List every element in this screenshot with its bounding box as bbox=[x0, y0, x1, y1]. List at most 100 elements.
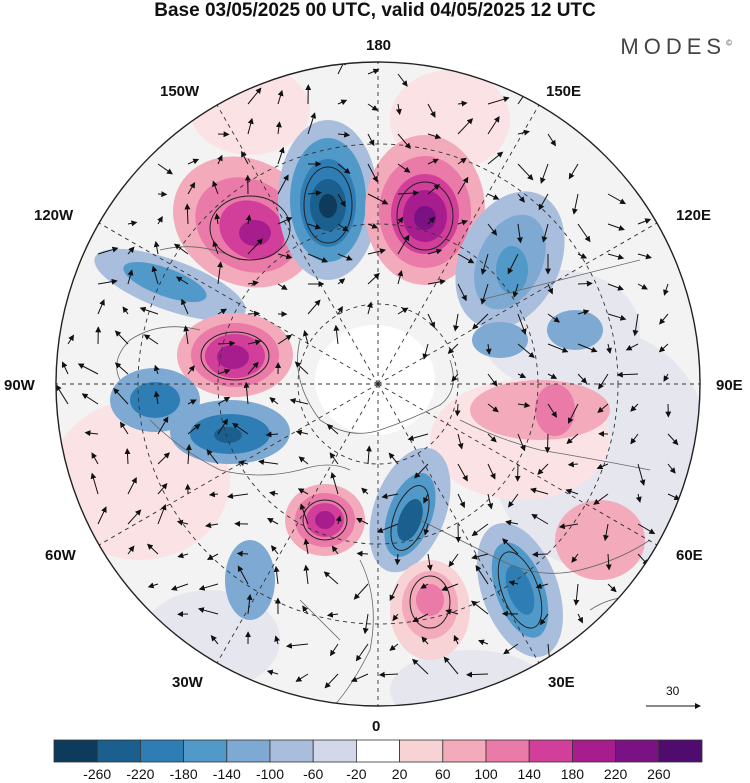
colorbar-swatch bbox=[269, 739, 314, 763]
wind-vector bbox=[367, 272, 380, 285]
wind-vector bbox=[367, 68, 380, 75]
wind-vector bbox=[471, 553, 489, 560]
wind-vector bbox=[323, 571, 339, 585]
wind-vector bbox=[303, 564, 310, 585]
wind-vector bbox=[663, 373, 670, 382]
colorbar-tick-label: 260 bbox=[647, 766, 671, 782]
wind-vector bbox=[337, 193, 346, 208]
wind-vector bbox=[531, 513, 549, 525]
wind-vector bbox=[607, 583, 617, 593]
lon-label-150e: 150E bbox=[546, 83, 582, 100]
wind-vector bbox=[667, 463, 676, 474]
wind-vector bbox=[577, 343, 598, 353]
wind-vector bbox=[412, 613, 429, 622]
lon-label-120e: 120E bbox=[676, 207, 712, 224]
wind-vector bbox=[210, 635, 219, 645]
wind-vector bbox=[361, 487, 369, 495]
wind-vector bbox=[480, 283, 489, 305]
wind-vector bbox=[530, 487, 549, 495]
wind-vector bbox=[568, 403, 579, 424]
wind-vector bbox=[632, 313, 639, 337]
wind-vector bbox=[457, 157, 467, 165]
wind-vector bbox=[625, 343, 639, 351]
wind-vector bbox=[577, 373, 588, 384]
wind-vector bbox=[329, 452, 339, 465]
wind-vector bbox=[388, 452, 399, 465]
wind-vector bbox=[285, 642, 309, 649]
wind-vector bbox=[517, 129, 530, 136]
wind-vector bbox=[427, 216, 436, 225]
wind-vector bbox=[247, 238, 263, 255]
wind-vector bbox=[427, 158, 440, 165]
wind-vector bbox=[277, 217, 293, 225]
wind-vector bbox=[274, 635, 281, 645]
wind-vector bbox=[269, 397, 279, 405]
wind-vector bbox=[454, 403, 461, 417]
wind-vector bbox=[187, 181, 196, 195]
wind-vector bbox=[487, 493, 494, 510]
wind-vector bbox=[326, 611, 339, 618]
wind-vector bbox=[558, 523, 579, 530]
wind-vector bbox=[124, 448, 131, 465]
wind-vector bbox=[457, 219, 468, 226]
wind-vector bbox=[353, 583, 369, 600]
wind-vector bbox=[503, 643, 519, 655]
wind-vector bbox=[295, 429, 309, 436]
colorbar-tick-label: -100 bbox=[255, 766, 285, 782]
wind-vector bbox=[422, 343, 429, 360]
lon-label-180: 180 bbox=[366, 37, 392, 54]
wind-vector bbox=[537, 463, 549, 475]
wind-vector bbox=[127, 220, 138, 227]
wind-vector bbox=[607, 313, 627, 321]
wind-vector bbox=[127, 509, 142, 525]
wind-vector bbox=[247, 310, 261, 317]
wind-vector bbox=[175, 276, 189, 285]
wind-vector bbox=[173, 243, 189, 255]
colorbar-tick-label: -20 bbox=[346, 766, 367, 782]
wind-vector bbox=[176, 519, 189, 526]
wind-vector bbox=[367, 223, 379, 229]
wind-vector bbox=[426, 553, 433, 571]
wind-vector bbox=[457, 176, 469, 195]
wind-vector bbox=[598, 373, 609, 390]
wind-vector bbox=[603, 523, 609, 542]
wind-vector bbox=[307, 253, 329, 263]
wind-vector bbox=[487, 373, 498, 387]
wind-vector bbox=[330, 471, 339, 495]
colorbar-swatch bbox=[572, 739, 617, 763]
wind-vector bbox=[466, 671, 489, 678]
wind-vector bbox=[187, 399, 197, 405]
colorbar-swatch bbox=[183, 739, 228, 763]
wind-vector bbox=[367, 103, 379, 111]
lon-label-60w: 60W bbox=[45, 547, 76, 564]
wind-vector bbox=[472, 313, 489, 330]
wind-vector bbox=[238, 460, 249, 467]
brand-mark: © bbox=[726, 38, 732, 48]
wind-vector bbox=[307, 223, 322, 230]
wind-vector bbox=[206, 449, 219, 465]
wind-vector bbox=[212, 240, 219, 255]
wind-vector bbox=[502, 538, 519, 555]
wind-vector bbox=[217, 396, 231, 405]
wind-vector bbox=[277, 334, 293, 345]
wind-vector bbox=[517, 163, 534, 181]
wind-vector bbox=[303, 538, 310, 555]
wind-vector bbox=[177, 552, 189, 559]
wind-vector bbox=[217, 261, 224, 285]
wind-vector bbox=[658, 343, 669, 353]
wind-vector bbox=[407, 433, 429, 441]
wind-vector bbox=[389, 583, 399, 601]
wind-vector bbox=[153, 364, 160, 375]
wind-vector bbox=[265, 431, 279, 438]
wind-vector bbox=[539, 613, 549, 626]
colorbar-swatch bbox=[226, 739, 271, 763]
wind-vector bbox=[302, 605, 309, 615]
wind-vector bbox=[81, 393, 99, 405]
wind-vector bbox=[365, 445, 372, 465]
wind-vector bbox=[157, 416, 169, 435]
wind-vector bbox=[427, 184, 440, 195]
wind-vector bbox=[427, 313, 435, 329]
wind-vector bbox=[208, 491, 219, 498]
wind-vector bbox=[453, 634, 460, 645]
wind-vector bbox=[541, 223, 549, 243]
